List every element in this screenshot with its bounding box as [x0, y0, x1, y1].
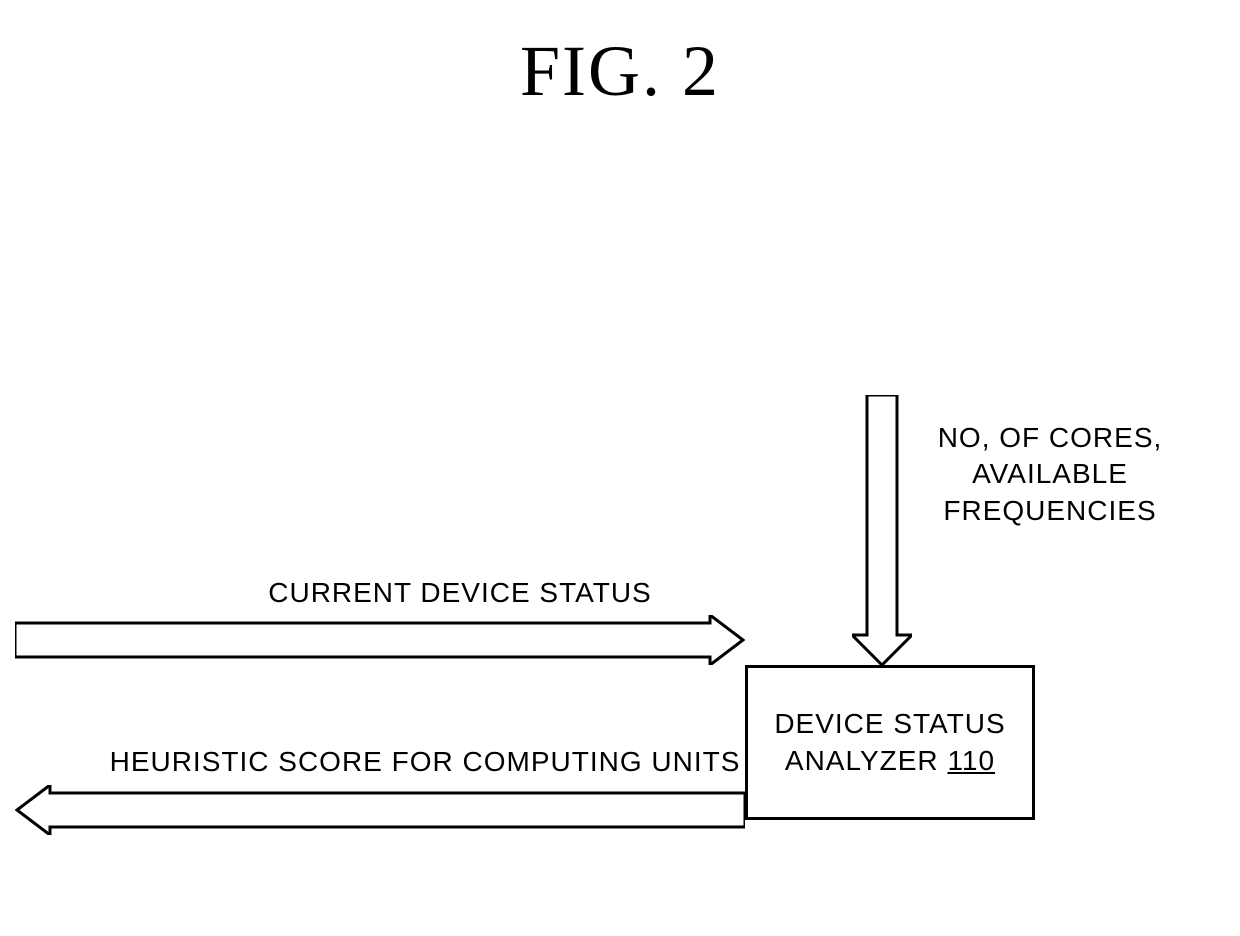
block-line2: ANALYZER	[785, 745, 939, 776]
arrow-current-status	[15, 615, 745, 665]
device-status-analyzer-block: DEVICE STATUS ANALYZER 110	[745, 665, 1035, 820]
arrow-heuristic-output	[15, 785, 745, 835]
label-heuristic: HEURISTIC SCORE FOR COMPUTING UNITS	[105, 744, 745, 780]
block-ref: 110	[947, 745, 995, 776]
top-input-line2: AVAILABLE	[900, 456, 1200, 492]
top-input-line3: FREQUENCIES	[900, 493, 1200, 529]
block-line2-wrap: ANALYZER 110	[785, 743, 995, 779]
label-top-input: NO, OF CORES, AVAILABLE FREQUENCIES	[900, 420, 1200, 529]
top-input-line1: NO, OF CORES,	[900, 420, 1200, 456]
figure-title: FIG. 2	[520, 30, 720, 113]
label-current-status: CURRENT DEVICE STATUS	[235, 575, 685, 611]
block-line1: DEVICE STATUS	[774, 706, 1005, 742]
